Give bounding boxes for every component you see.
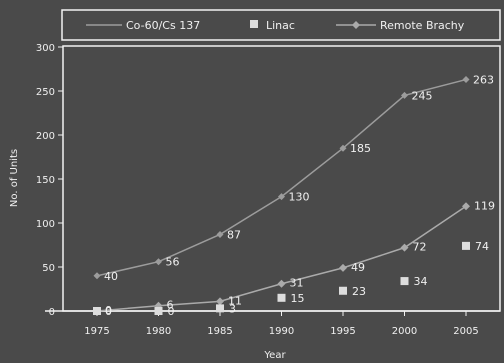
data-point-co60 <box>216 230 224 238</box>
data-point-brachy <box>462 202 470 211</box>
x-tick-label: 1990 <box>269 326 294 337</box>
y-tick-label: 150 <box>36 175 55 186</box>
y-axis-title: No. of Units <box>9 149 20 207</box>
y-tick-label: 0 <box>49 307 55 318</box>
data-label-co60: 263 <box>473 74 494 87</box>
y-tick-label: 50 <box>42 263 55 274</box>
y-tick-label: 250 <box>36 87 55 98</box>
data-point-co60 <box>278 193 285 201</box>
x-tick-label: 1985 <box>207 326 232 337</box>
y-tick-label: 100 <box>36 219 55 230</box>
data-label-co60: 185 <box>350 142 371 155</box>
data-label-brachy: 6 <box>167 299 174 312</box>
data-label-linac: 15 <box>291 292 305 305</box>
x-tick-label: 2005 <box>453 326 478 337</box>
data-point-co60 <box>401 91 408 99</box>
data-point-brachy <box>277 279 286 288</box>
y-tick-label: 300 <box>36 43 55 54</box>
data-label-brachy: 72 <box>413 241 427 254</box>
data-point-linac <box>216 304 224 313</box>
data-point-linac <box>400 277 409 286</box>
data-label-brachy: 119 <box>474 199 495 212</box>
x-tick-label: 1975 <box>84 326 109 337</box>
data-label-co60: 56 <box>166 256 180 269</box>
data-label-co60: 87 <box>227 228 241 241</box>
data-label-linac: 34 <box>414 275 428 288</box>
data-point-co60 <box>339 144 347 152</box>
x-axis-title: Year <box>263 350 286 361</box>
data-label-co60: 130 <box>289 191 310 204</box>
data-label-brachy: 49 <box>351 261 365 274</box>
data-label-co60: 245 <box>412 89 433 102</box>
legend-label-brachy: Remote Brachy <box>380 19 465 32</box>
data-point-linac <box>154 307 163 315</box>
data-label-brachy: 0 <box>105 304 112 317</box>
data-point-linac <box>462 241 470 250</box>
data-label-brachy: 31 <box>290 277 304 290</box>
data-point-brachy <box>400 243 409 252</box>
legend-label-linac: Linac <box>266 19 295 32</box>
legend: Co-60/Cs 137 Linac Remote Brachy <box>61 9 501 41</box>
data-point-linac <box>93 307 101 315</box>
data-point-linac <box>277 293 286 302</box>
data-label-linac: 0 <box>105 305 112 318</box>
data-label-linac: 3 <box>229 302 236 315</box>
data-label-linac: 74 <box>475 240 489 253</box>
x-tick-label: 2000 <box>392 326 417 337</box>
data-point-co60 <box>155 258 162 266</box>
data-label-co60: 40 <box>104 270 118 283</box>
data-label-linac: 0 <box>168 305 175 318</box>
data-point-co60 <box>93 272 101 280</box>
data-point-linac <box>339 286 347 295</box>
data-point-brachy <box>216 297 224 306</box>
x-tick-label: 1995 <box>330 326 355 337</box>
data-label-brachy: 11 <box>228 294 242 307</box>
legend-box <box>61 9 501 41</box>
data-label-linac: 23 <box>352 285 366 298</box>
data-point-brachy <box>339 263 347 272</box>
x-tick-label: 1980 <box>146 326 171 337</box>
y-tick-label: 200 <box>36 131 55 142</box>
legend-marker-linac <box>250 20 258 28</box>
data-point-co60 <box>462 76 470 84</box>
legend-label-co60: Co-60/Cs 137 <box>126 19 200 32</box>
legend-marker-brachy <box>352 21 360 29</box>
